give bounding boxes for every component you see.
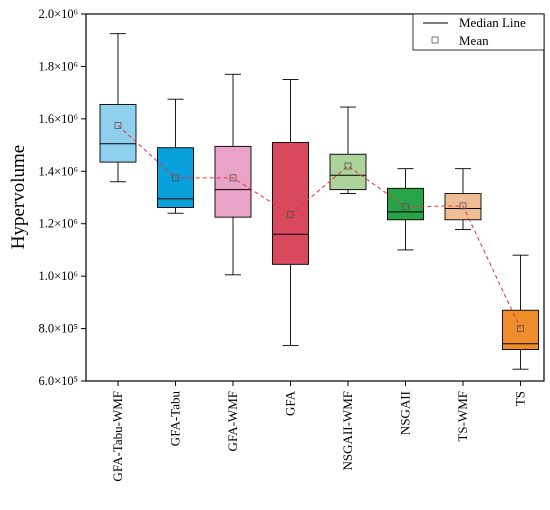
y-axis-label: Hypervolume <box>8 145 29 249</box>
mean-marker <box>114 122 122 129</box>
x-tick-label: NSGAII-WMF <box>340 391 355 470</box>
x-tick-label: TS <box>513 391 528 406</box>
legend: Median Line Mean <box>412 13 545 51</box>
legend-median-label: Median Line <box>459 15 526 30</box>
box-nsgaii-wmf <box>329 106 367 195</box>
y-tick-label: 1.2×10⁶ <box>38 217 78 231</box>
y-tick-label: 1.4×10⁶ <box>38 164 78 178</box>
box-gfa-wmf <box>214 73 252 276</box>
mean-trend-line <box>117 125 521 329</box>
box-iqr <box>214 145 252 218</box>
mean-marker <box>229 174 237 182</box>
box-ts-wmf <box>444 168 482 230</box>
box-ts <box>502 254 539 370</box>
mean-marker <box>517 325 524 332</box>
mean-marker <box>287 211 294 218</box>
mean-marker <box>402 203 409 211</box>
plot-frame <box>85 13 545 382</box>
legend-mean-marker <box>431 36 439 44</box>
y-tick-label: 1.8×10⁶ <box>38 59 78 73</box>
box-iqr <box>502 309 539 350</box>
mean-marker <box>344 162 352 170</box>
x-tick-label: TS-WMF <box>455 391 470 442</box>
y-tick-label: 6.0×10⁵ <box>38 374 78 388</box>
box-gfa <box>272 79 309 347</box>
x-tick-label: GFA-WMF <box>225 391 240 451</box>
box-iqr <box>99 103 137 163</box>
x-tick-label: GFA-Tabu-WMF <box>110 391 125 482</box>
mean-marker <box>172 174 179 182</box>
x-tick-label: GFA <box>283 390 298 416</box>
y-tick-label: 8.0×10⁵ <box>38 322 78 336</box>
box-gfa-tabu-wmf <box>99 33 137 183</box>
box-iqr <box>329 153 367 191</box>
box-iqr <box>157 147 194 208</box>
legend-box <box>412 13 545 51</box>
x-tick-label: GFA-Tabu <box>168 391 183 447</box>
box-iqr <box>272 141 309 265</box>
box-gfa-tabu <box>157 98 194 214</box>
mean-marker <box>459 202 467 210</box>
y-tick-label: 1.6×10⁶ <box>38 112 78 126</box>
x-tick-label: NSGAII <box>398 391 413 435</box>
y-tick-label: 1.0×10⁶ <box>38 269 78 283</box>
y-tick-label: 2.0×10⁶ <box>38 7 78 21</box>
legend-mean-label: Mean <box>459 33 489 48</box>
